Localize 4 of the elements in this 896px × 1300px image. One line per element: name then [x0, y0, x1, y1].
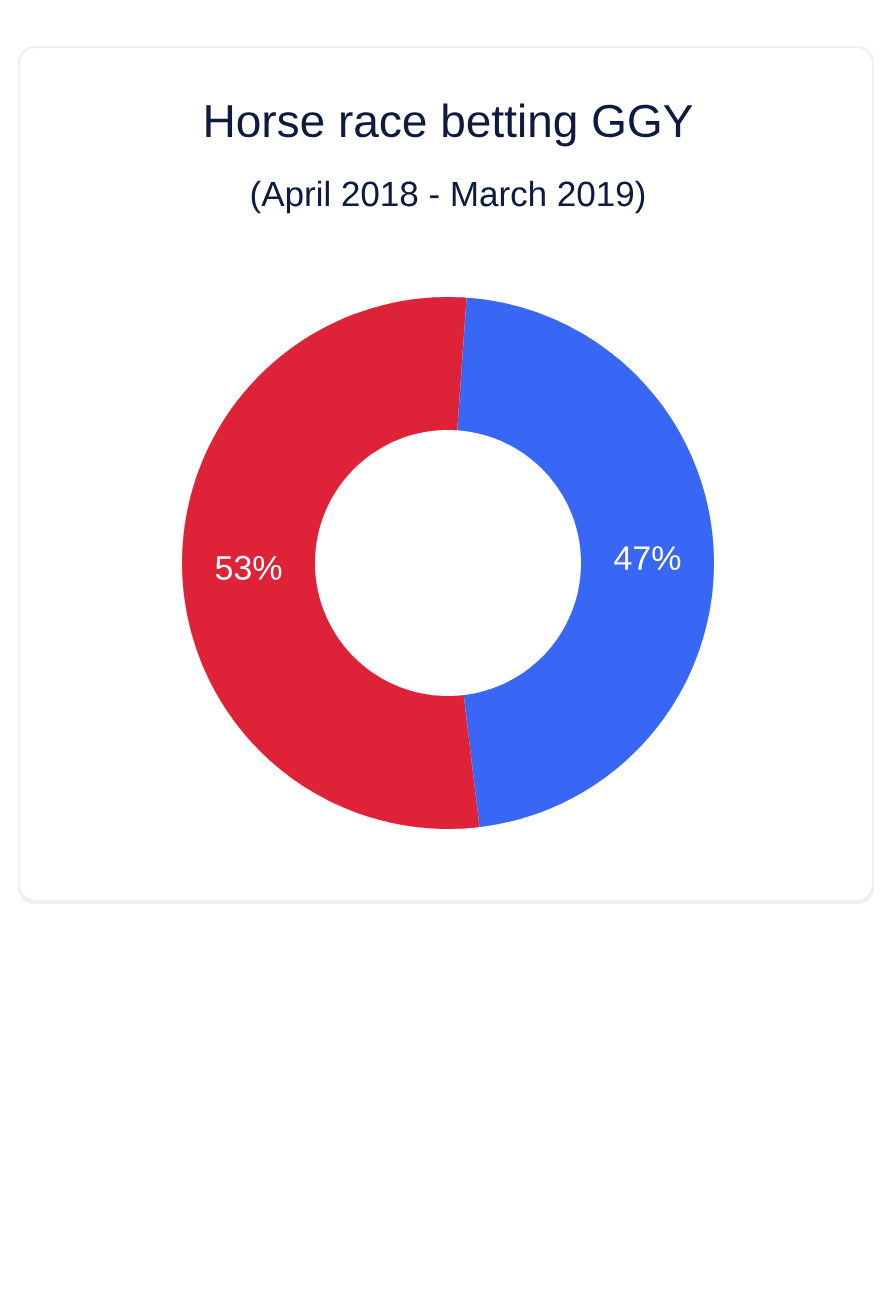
chart-title: Horse race betting GGY — [206, 103, 693, 147]
data-label: 53% — [215, 555, 282, 580]
chart-subtitle: (April 2018 - March 2019) — [251, 180, 645, 214]
data-label: 47% — [614, 546, 681, 571]
